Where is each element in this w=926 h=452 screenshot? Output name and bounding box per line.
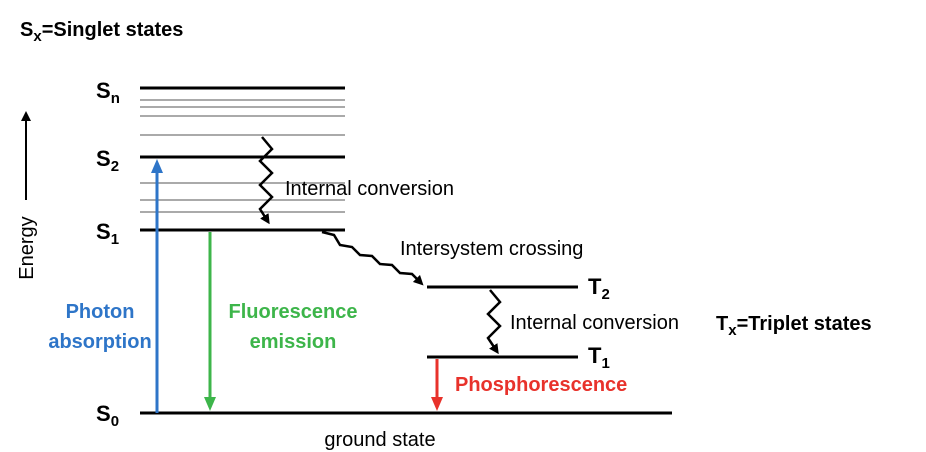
levels — [140, 86, 672, 415]
level-label: S2 — [96, 146, 119, 175]
level-label: S1 — [96, 219, 119, 248]
fluorescence-label: Fluorescence emission — [229, 301, 358, 353]
process-label: Internal conversion — [285, 178, 454, 200]
absorption-label: Photon absorption — [48, 301, 151, 353]
process-label: Internal conversion — [510, 312, 679, 334]
level-label: Sn — [96, 78, 120, 107]
phosphorescence-label: Phosphorescence — [455, 374, 627, 396]
level-label: S0 — [96, 401, 119, 430]
internal-conversion-squiggle — [486, 289, 502, 355]
singlet-legend: Sx=Singlet states — [20, 19, 183, 45]
ground-label: ground state — [324, 429, 435, 451]
level-label: T1 — [588, 343, 610, 372]
triplet-legend: Tx=Triplet states — [716, 313, 872, 339]
process-label: Intersystem crossing — [400, 238, 583, 260]
level-label: T2 — [588, 274, 610, 303]
intersystem-crossing-squiggle — [321, 230, 424, 286]
energy-label: Energy — [16, 216, 38, 279]
internal-conversion-squiggle — [258, 136, 274, 225]
